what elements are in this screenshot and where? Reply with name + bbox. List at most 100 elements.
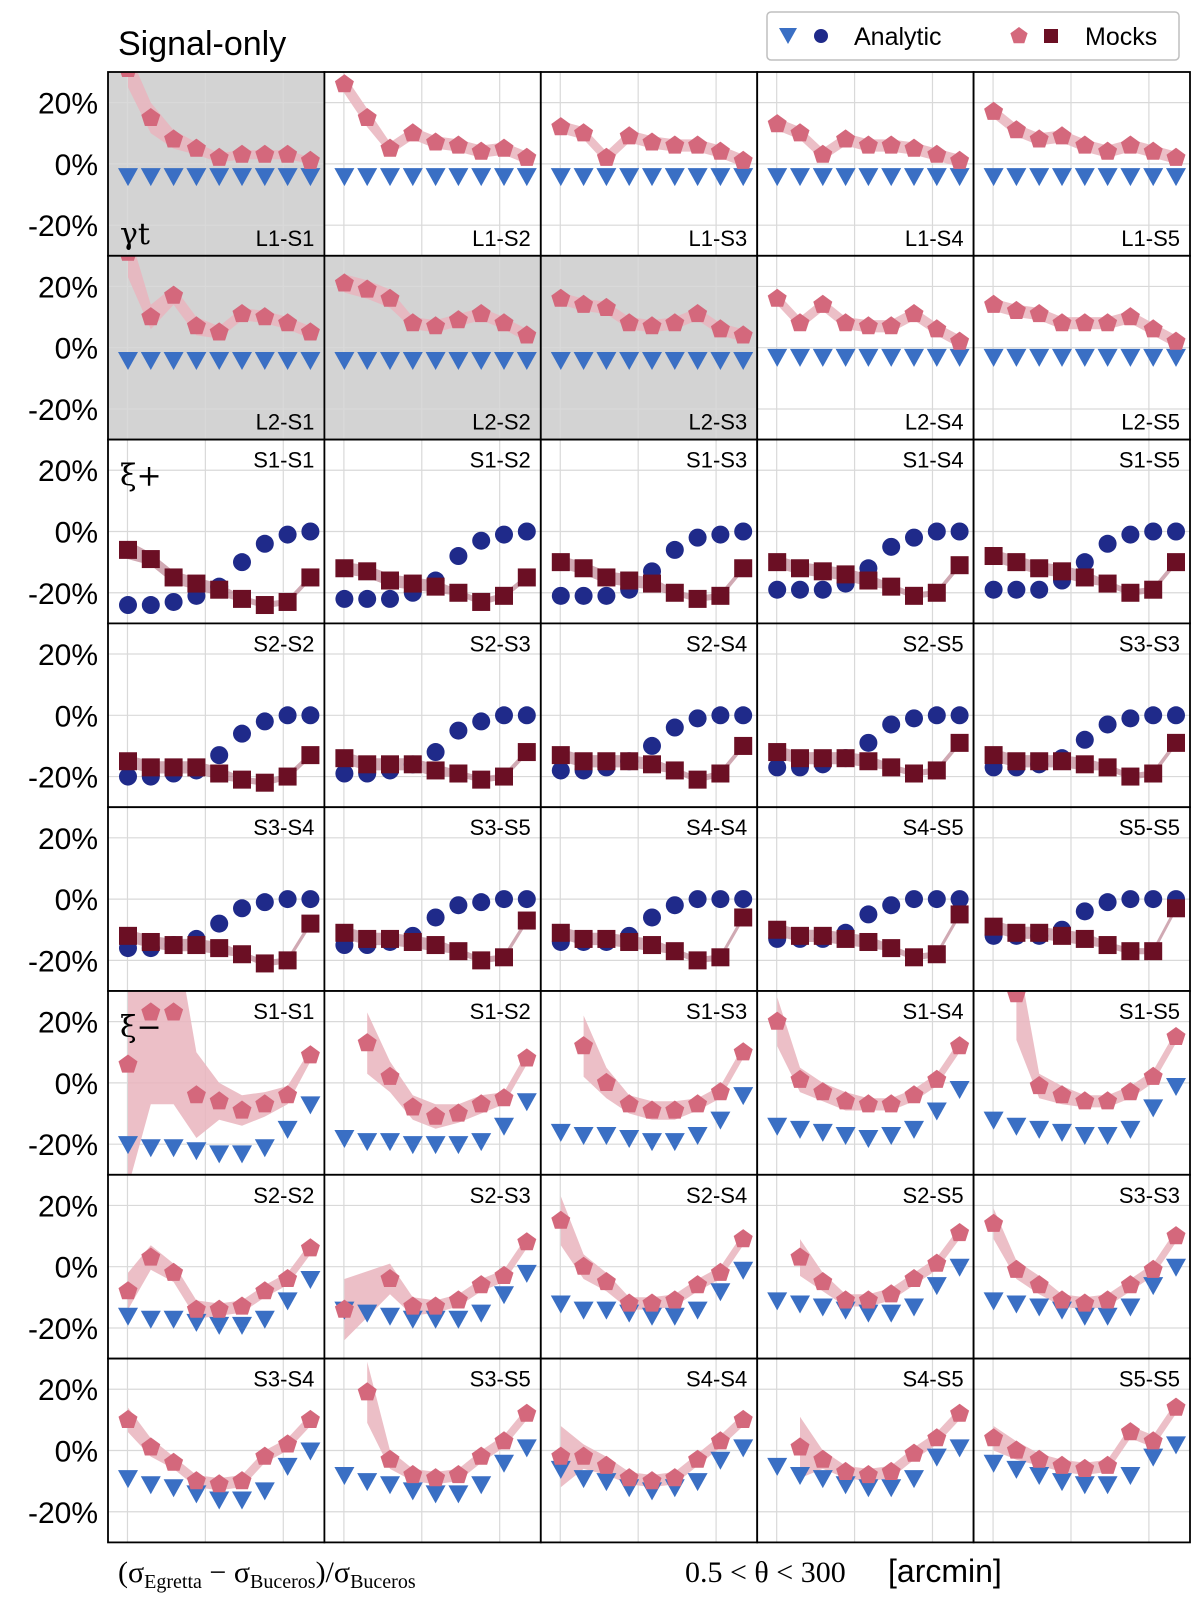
analytic-point [300, 351, 321, 370]
analytic-point [1167, 706, 1185, 725]
mocks-point [643, 574, 661, 593]
mocks-point [403, 1465, 423, 1484]
panel-label: S2-S5 [902, 1183, 963, 1208]
y-tick-label: 0% [55, 700, 98, 733]
mocks-point [1006, 120, 1026, 139]
mocks-point [734, 559, 753, 578]
analytic-point [448, 1485, 469, 1504]
mocks-point [141, 932, 160, 951]
analytic-point [380, 1133, 400, 1152]
mocks-point [209, 322, 229, 341]
mocks-point [118, 1281, 138, 1300]
panel-label: S2-S5 [902, 631, 963, 656]
mocks-point [517, 325, 537, 344]
analytic-point [277, 1457, 298, 1476]
mocks-point [791, 926, 809, 945]
mocks-point [813, 1272, 833, 1291]
analytic-point [163, 1310, 184, 1329]
mocks-point [881, 1284, 901, 1303]
mocks-point [1053, 562, 1071, 581]
mocks-point [1029, 1449, 1049, 1468]
mocks-point [403, 313, 423, 332]
mocks-point [1030, 559, 1049, 578]
analytic-point [448, 1136, 469, 1155]
mocks-point [471, 1094, 491, 1113]
legend-mocks-pentagon [1010, 27, 1028, 44]
panel-xi_plus-S1-S5: S1-S5 [972, 438, 1191, 625]
mocks-point [733, 325, 753, 344]
mocks-point [426, 1468, 446, 1487]
analytic-point [1006, 1295, 1027, 1314]
panel-label: S1-S4 [902, 999, 963, 1024]
analytic-point [118, 1470, 138, 1489]
analytic-point [710, 1283, 731, 1302]
analytic-point [380, 1476, 400, 1495]
mocks-point [984, 746, 1003, 765]
mocks-point [790, 1069, 810, 1088]
mocks-point [642, 132, 662, 151]
analytic-point [1006, 1117, 1027, 1136]
mocks-point [278, 767, 297, 786]
mocks-point [1167, 899, 1185, 918]
mocks-point [517, 911, 536, 930]
mocks-point [1006, 1259, 1026, 1278]
analytic-point [619, 351, 640, 370]
mocks-point [767, 114, 787, 133]
panel-label: S3-S3 [1119, 631, 1180, 656]
mocks-point [209, 1474, 229, 1493]
mocks-point [381, 929, 399, 948]
mocks-point [711, 764, 730, 783]
analytic-point [551, 761, 570, 780]
mocks-point [1121, 767, 1140, 786]
mocks-point [597, 568, 616, 587]
analytic-point [881, 168, 902, 187]
analytic-point [186, 1485, 207, 1504]
analytic-point [665, 540, 684, 559]
panel-gamma_t-L1-S3: L1-S3 [539, 71, 759, 257]
mocks-point [1098, 574, 1117, 593]
legend-analytic-triangle [779, 28, 797, 44]
analytic-point [277, 351, 298, 370]
mocks-point [688, 770, 707, 789]
analytic-point [494, 168, 514, 187]
analytic-point [516, 1093, 537, 1112]
mocks-point [1098, 313, 1118, 332]
mocks-point [984, 101, 1004, 120]
mocks-point [688, 589, 707, 608]
mocks-point [1166, 1027, 1186, 1045]
panel-label: S1-S2 [470, 999, 531, 1024]
analytic-point [950, 706, 969, 725]
mocks-point [164, 758, 183, 777]
panel-xi_minus-S2-S4: S2-S4 [539, 1173, 759, 1360]
analytic-point [425, 168, 446, 187]
mocks-point [300, 322, 320, 341]
mocks-point [1053, 926, 1071, 945]
mocks-point [1075, 1458, 1095, 1477]
analytic-point [118, 1307, 138, 1326]
mocks-point [710, 1262, 730, 1281]
analytic-point [1029, 1467, 1050, 1486]
analytic-point [1143, 168, 1164, 187]
mocks-point [643, 755, 661, 774]
analytic-point [767, 1292, 788, 1311]
mocks-point [119, 926, 137, 945]
analytic-point [596, 168, 617, 187]
analytic-point [517, 522, 536, 541]
analytic-point [232, 1316, 252, 1335]
panel-gamma_t-L1-S1: L1-S1 γt [107, 71, 326, 257]
mocks-point [164, 1002, 184, 1021]
analytic-point [209, 1491, 230, 1510]
mocks-point [300, 1238, 320, 1257]
mocks-point [494, 138, 514, 157]
analytic-point [140, 1310, 161, 1329]
mocks-point [858, 1290, 878, 1309]
analytic-point [495, 706, 513, 725]
mocks-point [665, 313, 685, 332]
analytic-point [573, 1301, 594, 1320]
mocks-point [904, 138, 924, 157]
mocks-point [984, 917, 1003, 936]
mocks-point [858, 135, 878, 154]
mocks-point [836, 565, 855, 584]
mocks-point [1075, 135, 1095, 154]
analytic-point [494, 1117, 514, 1136]
